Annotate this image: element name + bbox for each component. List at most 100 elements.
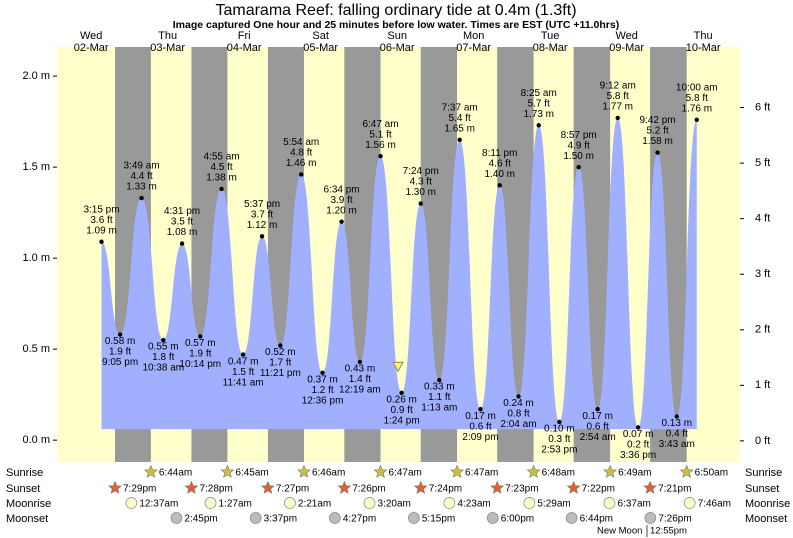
tide-label: 4.9 ft [568, 140, 590, 151]
tide-label: 0.33 m [424, 382, 455, 393]
tide-label: 0.17 m [582, 411, 613, 422]
day-name: Mon [463, 30, 484, 42]
chart-title: Tamarama Reef: falling ordinary tide at … [215, 2, 576, 19]
astro-icon [260, 480, 275, 494]
y2-tick-label: 0 ft [755, 435, 770, 447]
tide-label: 0.6 ft [587, 421, 609, 432]
astro-icon [603, 497, 616, 509]
tide-extreme [117, 332, 123, 337]
tide-label: 3.9 ft [330, 195, 352, 206]
tide-label: 1.77 m [602, 102, 633, 113]
astro-icon [337, 480, 352, 494]
tide-label: 3.5 ft [171, 217, 193, 228]
y-tick-label: 1.0 m [22, 252, 50, 264]
tide-label: 10:00 am [676, 82, 718, 93]
tide-label: 1.73 m [523, 109, 554, 120]
astro-icon [108, 480, 122, 494]
day-date: 08-Mar [533, 42, 568, 54]
astro-icon [284, 497, 296, 509]
tide-label: 8:11 pm [482, 148, 517, 159]
tide-label: 1.30 m [405, 187, 436, 198]
astro-icon [204, 497, 217, 509]
moon-phase: New Moon [597, 526, 642, 537]
tide-extreme [615, 115, 620, 121]
tide-label: 1.8 ft [152, 352, 174, 363]
astro-icon [184, 480, 199, 494]
astro-time: 7:23pm [505, 484, 538, 495]
tide-label: 0.17 m [465, 411, 496, 422]
astro-time: 6:50am [695, 468, 728, 479]
chart-subtitle: Image captured One hour and 25 minutes b… [173, 19, 619, 31]
tide-label: 1.9 ft [189, 349, 211, 360]
moon-phase-time: 12:55pm [650, 526, 687, 537]
tide-label: 0.37 m [307, 374, 338, 385]
tide-label: 0.13 m [661, 418, 692, 429]
row-label: Sunset [6, 483, 40, 495]
tide-label: 3:43 am [659, 439, 695, 450]
tide-label: 1.58 m [642, 136, 673, 147]
day-name: Thu [694, 30, 713, 42]
day-name: Sun [387, 30, 407, 42]
astro-time: 4:23am [457, 499, 490, 510]
tide-label: 9:42 pm [639, 115, 675, 126]
tide-label: 0.57 m [185, 338, 216, 349]
tide-label: 8:25 am [521, 88, 557, 99]
tide-label: 6:34 pm [324, 184, 360, 195]
tide-label: 0.6 ft [469, 421, 491, 432]
tide-label: 5.8 ft [607, 91, 629, 102]
astro-icon [490, 480, 505, 494]
tide-extreme [576, 164, 581, 170]
tide-label: 0.3 ft [548, 434, 570, 445]
y2-tick-label: 4 ft [755, 213, 770, 225]
tide-label: 0.47 m [228, 356, 259, 367]
tide-extreme [437, 377, 442, 383]
astro-time: 12:37am [139, 499, 178, 510]
astro-time: 7:22pm [582, 484, 615, 495]
row-label: Sunset [745, 483, 779, 495]
astro-icon [566, 480, 581, 494]
tide-label: 5:37 pm [244, 199, 280, 210]
row-label: Moonrise [745, 498, 790, 510]
tide-label: 0.8 ft [507, 409, 529, 420]
astro-time: 6:00pm [501, 514, 534, 525]
astro-time: 7:27pm [276, 484, 309, 495]
tide-label: 1.4 ft [349, 374, 371, 385]
day-name: Wed [80, 30, 102, 42]
tide-extreme [557, 419, 562, 425]
tide-label: 4.5 ft [210, 162, 232, 173]
tide-extreme [99, 239, 104, 244]
tide-extreme [478, 407, 483, 412]
tide-label: 0.9 ft [390, 405, 412, 416]
y-tick-label: 1.5 m [22, 161, 50, 173]
astro-time: 7:26pm [352, 484, 385, 495]
tide-label: 4.4 ft [130, 171, 152, 182]
tide-label: 11:21 pm [260, 368, 301, 379]
day-date: 04-Mar [227, 42, 262, 54]
tide-extreme [655, 150, 660, 155]
astro-icon [443, 497, 456, 509]
tide-label: 5.7 ft [528, 98, 550, 109]
astro-icon [644, 512, 657, 524]
tide-label: 5.1 ft [369, 129, 391, 140]
tide-label: 5.4 ft [449, 113, 471, 124]
tide-extreme [320, 370, 325, 376]
tide-extreme [198, 334, 203, 339]
tide-label: 7:37 am [442, 102, 478, 113]
tide-label: 1.20 m [326, 205, 357, 216]
tide-extreme [179, 241, 185, 246]
tide-extreme [278, 343, 283, 348]
tide-label: 0.24 m [503, 398, 534, 409]
astro-time: 6:46am [312, 468, 345, 479]
tide-label: 2:54 am [580, 432, 616, 443]
tide-label: 1.08 m [167, 227, 198, 238]
tide-extreme [219, 186, 224, 192]
tide-label: 1.50 m [563, 151, 594, 162]
tide-label: 4:55 am [204, 152, 240, 163]
tide-extreme [259, 234, 265, 239]
astro-time: 6:47am [389, 468, 422, 479]
tide-label: 1.5 ft [232, 367, 254, 378]
y2-tick-label: 5 ft [755, 157, 770, 169]
astro-icon [450, 464, 464, 478]
astro-icon [643, 480, 658, 494]
